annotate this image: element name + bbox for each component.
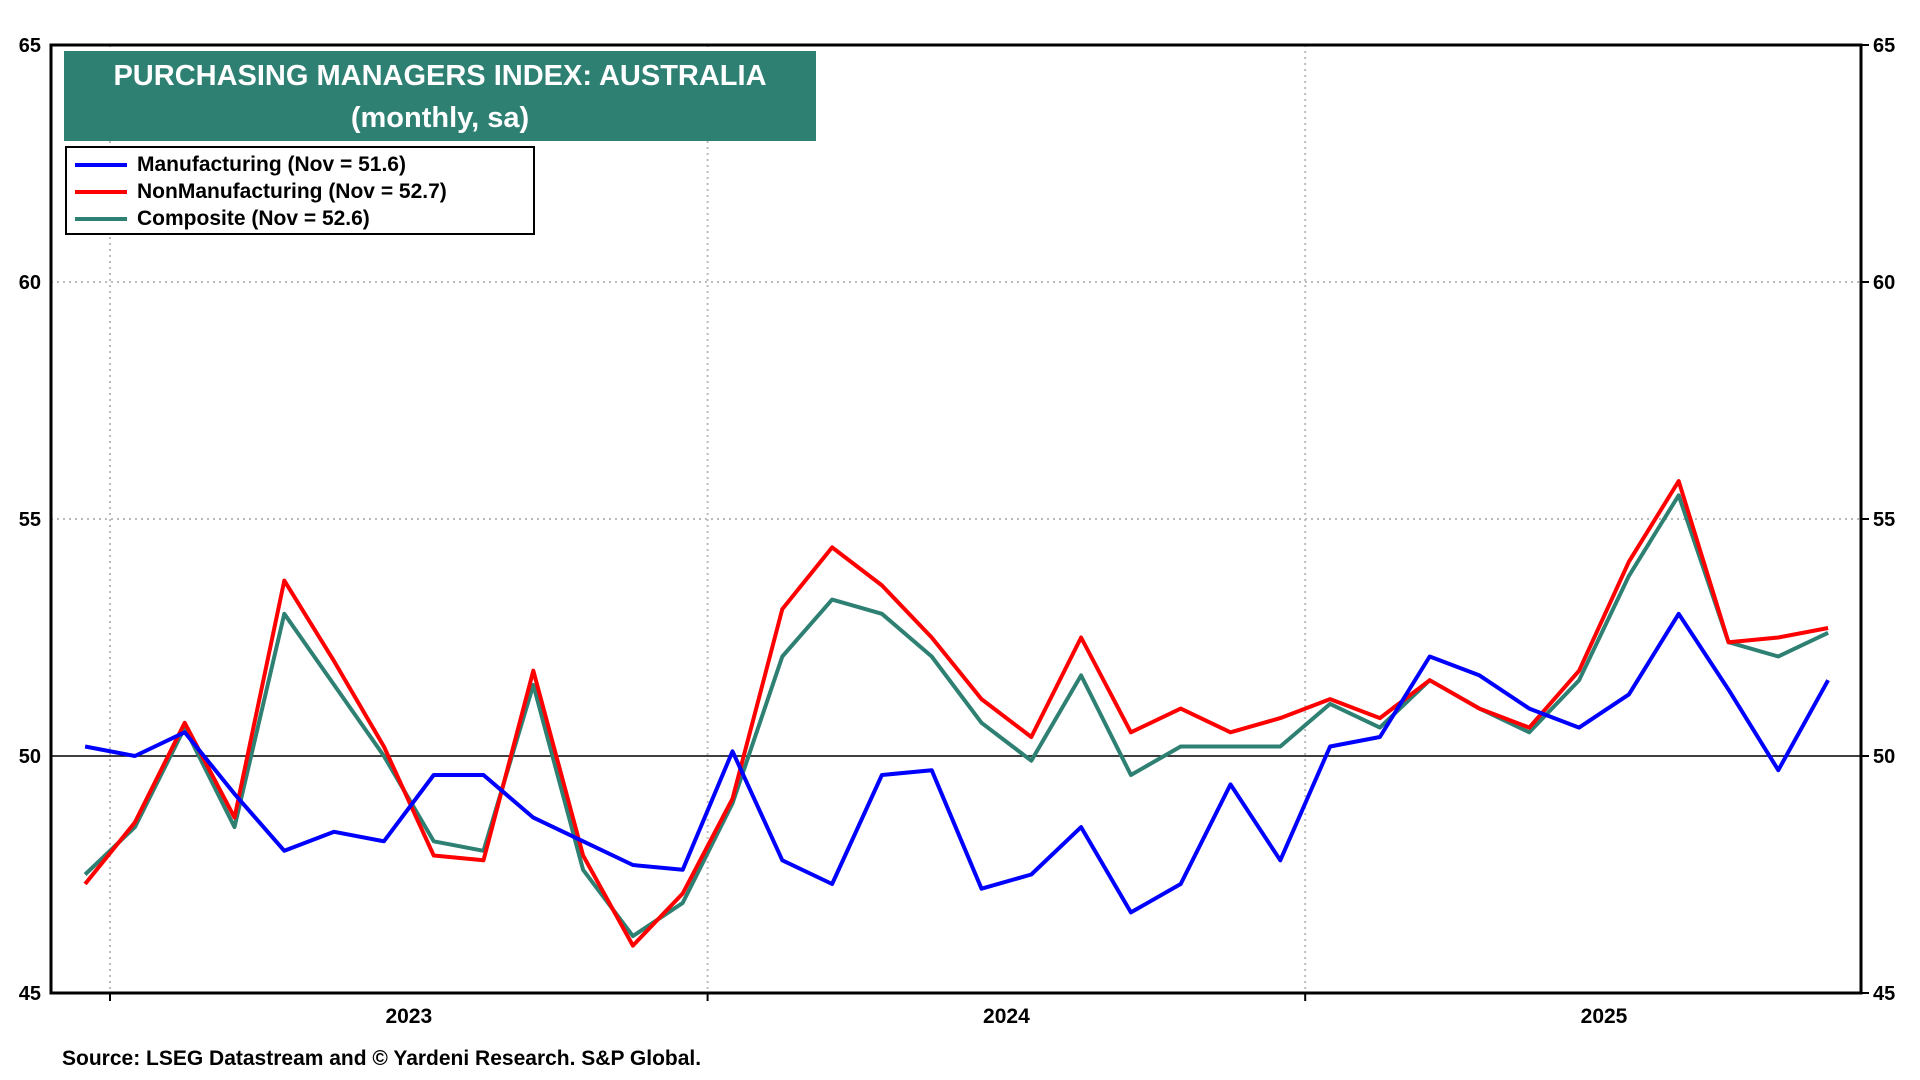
legend-item-nonmanufacturing: NonManufacturing (Nov = 52.7)	[67, 178, 533, 205]
x-tick-label: 2023	[385, 1005, 432, 1028]
chart-subtitle: (monthly, sa)	[350, 102, 530, 134]
y-tick-label-right: 50	[1873, 746, 1895, 768]
y-tick-label-right: 55	[1873, 509, 1895, 531]
legend-swatch-manufacturing	[75, 162, 127, 167]
y-axis-left: 45 50 55 60 65	[19, 35, 41, 1005]
series-line-composite	[83, 493, 1829, 939]
x-tick-label: 2024	[983, 1005, 1030, 1028]
series-lines	[83, 479, 1830, 948]
legend-swatch-composite	[75, 216, 127, 221]
series-line-nonmanufacturing	[83, 479, 1829, 948]
y-tick-label-right: 45	[1873, 983, 1895, 1005]
x-tick-label: 2025	[1581, 1005, 1628, 1028]
y-tick-label-left: 55	[19, 509, 41, 531]
y-tick-label-left: 65	[19, 35, 41, 57]
source-note: Source: LSEG Datastream and © Yardeni Re…	[62, 1047, 702, 1070]
legend-item-composite: Composite (Nov = 52.6)	[67, 205, 533, 232]
chart-title-box: PURCHASING MANAGERS INDEX: AUSTRALIA (mo…	[64, 51, 816, 141]
legend-swatch-nonmanufacturing	[75, 189, 127, 194]
y-tick-label-left: 45	[19, 983, 41, 1005]
y-axis-right: 45 50 55 60 65	[1861, 35, 1895, 1005]
legend-label: Composite (Nov = 52.6)	[137, 206, 370, 230]
legend-label: Manufacturing (Nov = 51.6)	[137, 152, 406, 176]
legend: Manufacturing (Nov = 51.6) NonManufactur…	[65, 146, 535, 235]
series-line-manufacturing	[84, 611, 1830, 915]
y-tick-label-right: 65	[1873, 35, 1895, 57]
y-tick-label-right: 60	[1873, 272, 1895, 294]
y-tick-label-left: 60	[19, 272, 41, 294]
x-axis: 2023 2024 2025	[109, 993, 1628, 1028]
y-tick-label-left: 50	[19, 746, 41, 768]
gridlines	[51, 45, 1861, 993]
legend-item-manufacturing: Manufacturing (Nov = 51.6)	[67, 151, 533, 178]
legend-label: NonManufacturing (Nov = 52.7)	[137, 179, 447, 203]
chart-title: PURCHASING MANAGERS INDEX: AUSTRALIA	[113, 60, 767, 92]
